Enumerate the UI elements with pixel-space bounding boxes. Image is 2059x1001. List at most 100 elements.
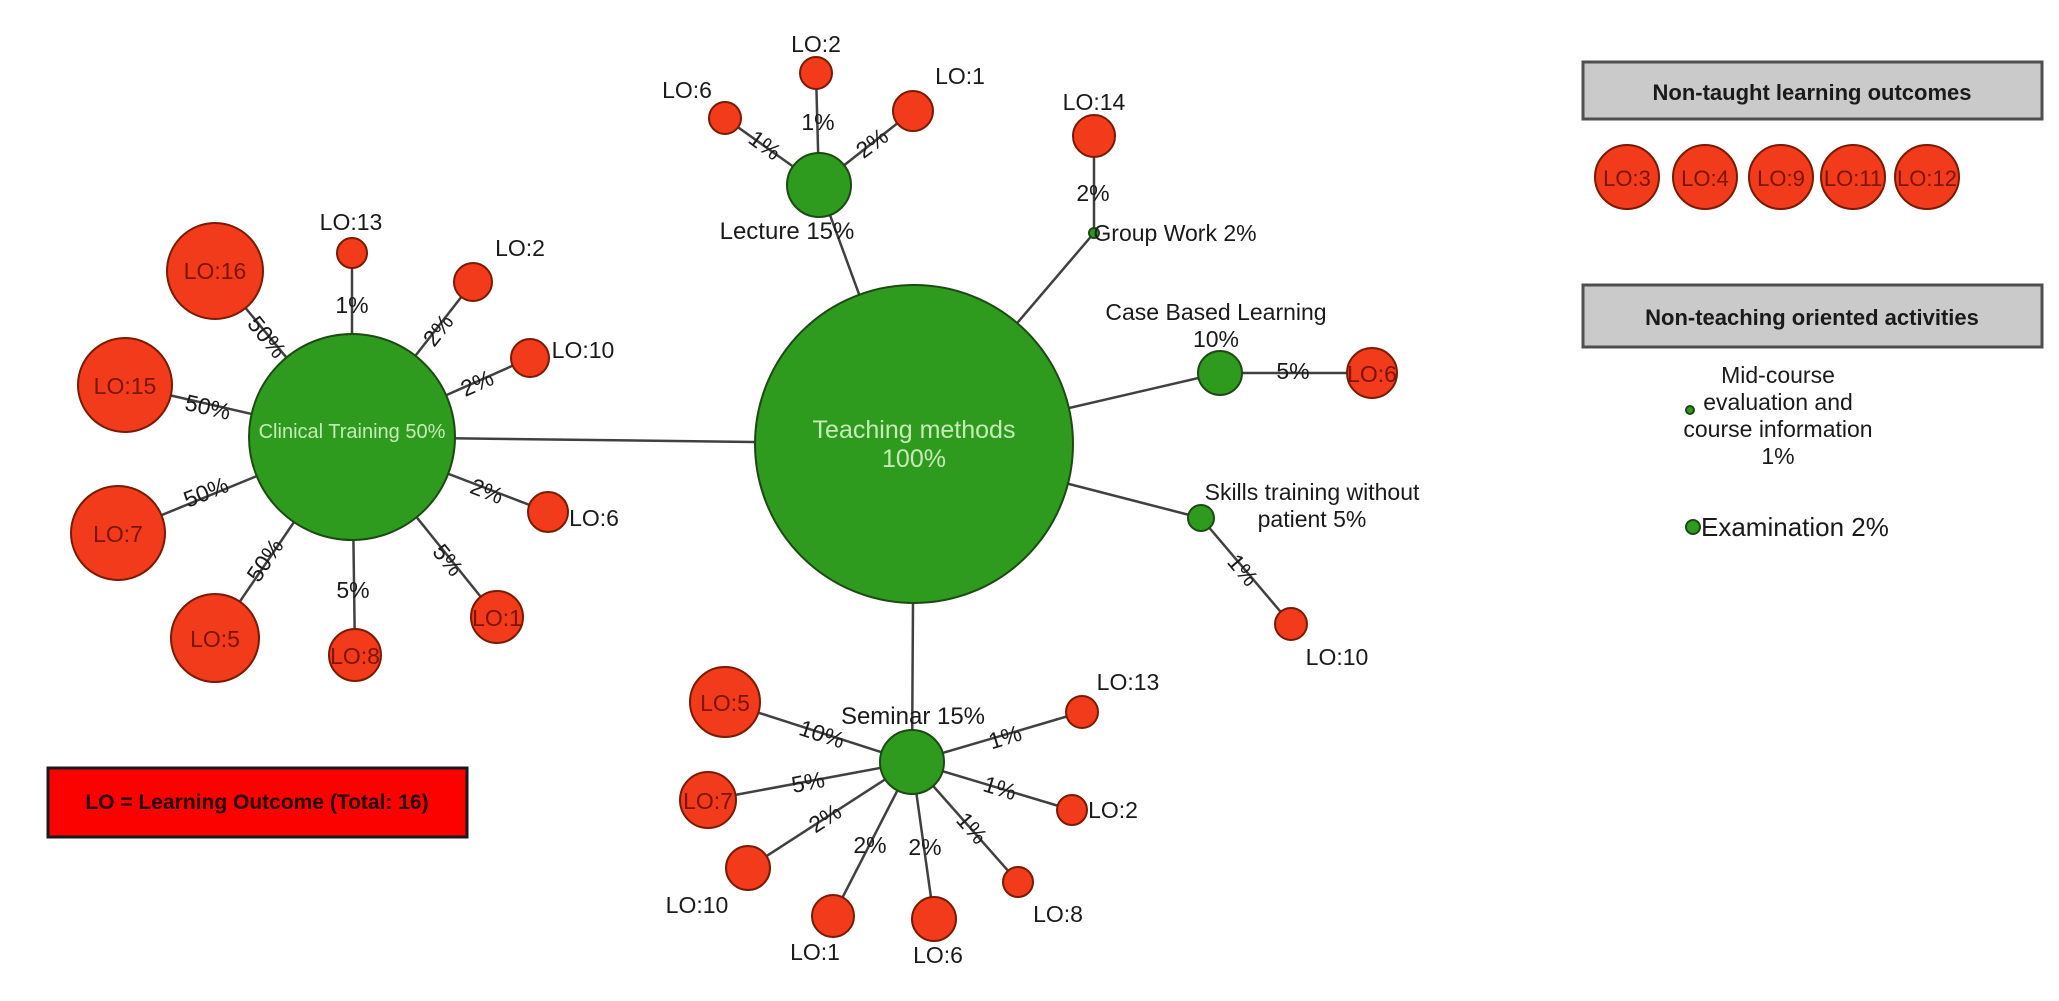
edge-skills-training-lo10-skills: [1200, 517, 1292, 625]
label-lo11-legend: LO:11: [1824, 166, 1882, 191]
label-lo15-clinical: LO:15: [94, 373, 157, 399]
node-group-work: [1088, 227, 1100, 239]
node-lo3-legend: [1594, 144, 1660, 210]
node-lo10-seminar: [725, 845, 771, 891]
label-lo10-clinical: LO:10: [552, 337, 615, 363]
label-pct-seminar-lo6: 2%: [908, 834, 941, 860]
label-pct-clinical-lo6: 2%: [467, 473, 507, 509]
label-lo2-seminar: LO:2: [1088, 797, 1138, 823]
node-lo1-clinical: [470, 590, 524, 644]
label-midcourse-item: Mid-course evaluation and course informati…: [1683, 362, 1872, 469]
label-lecture: Lecture 15%: [720, 218, 855, 245]
node-lo7-clinical: [70, 485, 166, 581]
node-lo1-seminar: [811, 894, 855, 938]
label-pct-clinical-lo13: 1%: [335, 292, 368, 318]
node-lo8-clinical: [328, 628, 382, 682]
label-legend-non-teaching-title: Non-teaching oriented activities: [1645, 305, 1979, 330]
node-teaching-methods: [754, 284, 1074, 604]
node-lo5-clinical: [170, 593, 260, 683]
label-note-text: LO = Learning Outcome (Total: 16): [85, 791, 428, 814]
node-lecture: [786, 152, 852, 218]
label-lo1-clinical: LO:1: [472, 605, 522, 631]
label-pct-cbl-lo6: 5%: [1276, 358, 1309, 384]
label-pct-groupwork-lo14: 2%: [1076, 180, 1109, 206]
label-lo1-seminar: LO:1: [790, 939, 840, 965]
node-clinical-training: [248, 333, 456, 541]
label-group-work: Group Work 2%: [1093, 220, 1256, 246]
label-lo10-skills: LO:10: [1306, 644, 1369, 670]
node-lo2-seminar: [1056, 794, 1088, 826]
box-legend-non-teaching: [1581, 283, 2044, 349]
label-pct-seminar-lo2: 1%: [980, 771, 1019, 806]
label-lo6-lecture: LO:6: [662, 77, 712, 103]
node-lo4-legend: [1672, 144, 1738, 210]
node-lo9-legend: [1748, 144, 1814, 210]
label-lo7-seminar: LO:7: [683, 788, 733, 814]
node-lo2-lecture: [799, 56, 833, 90]
node-lo14-groupwork: [1072, 114, 1116, 158]
node-lo7-seminar: [679, 771, 737, 829]
label-pct-seminar-lo1: 2%: [853, 832, 886, 858]
label-pct-lecture-lo1: 2%: [851, 123, 893, 164]
node-lo8-seminar: [1002, 866, 1034, 898]
node-lo6-seminar: [911, 896, 957, 942]
label-lo8-seminar: LO:8: [1033, 901, 1083, 927]
node-lo13-clinical: [336, 237, 368, 269]
label-lo2-clinical: LO:2: [495, 235, 545, 261]
box-note-box: [46, 766, 469, 839]
label-examination-item: Examination 2%: [1701, 512, 1889, 542]
node-lo1-lecture: [892, 90, 934, 132]
label-case-based-learning: Case Based Learning 10%: [1105, 299, 1326, 352]
node-lo13-seminar: [1065, 695, 1099, 729]
label-pct-clinical-lo7: 50%: [180, 471, 232, 512]
label-pct-seminar-lo10: 2%: [804, 798, 846, 838]
label-clinical-training: Clinical Training 50%: [259, 421, 446, 443]
label-pct-clinical-lo10: 2%: [457, 364, 498, 401]
label-lo14-groupwork: LO:14: [1063, 89, 1126, 115]
edge-seminar-lo7-seminar: [707, 760, 913, 802]
node-lo10-clinical: [510, 338, 550, 378]
box-legend-non-taught: [1581, 60, 2044, 121]
node-lo2-clinical: [453, 262, 493, 302]
label-lo1-lecture: LO:1: [935, 63, 985, 89]
node-lo6-clinical: [527, 491, 569, 533]
node-skills-training: [1187, 504, 1215, 532]
label-pct-seminar-lo13: 1%: [985, 720, 1024, 755]
node-examination-dot: [1685, 519, 1701, 535]
label-lo3-legend: LO:3: [1603, 166, 1651, 191]
label-lo13-clinical: LO:13: [320, 209, 383, 235]
node-lo11-legend: [1820, 144, 1886, 210]
label-pct-clinical-lo15: 50%: [183, 389, 234, 425]
label-lo6-seminar: LO:6: [913, 942, 963, 968]
label-lo13-seminar: LO:13: [1097, 669, 1160, 695]
label-seminar: Seminar 15%: [841, 703, 985, 730]
label-pct-clinical-lo8: 5%: [336, 577, 369, 603]
node-lo6-cbl: [1346, 347, 1398, 399]
label-lo7-clinical: LO:7: [93, 521, 143, 547]
label-lo2-lecture: LO:2: [791, 31, 841, 57]
label-teaching-methods: Teaching methods 100%: [813, 416, 1016, 473]
label-lo10-seminar: LO:10: [666, 892, 729, 918]
label-legend-non-taught-title: Non-taught learning outcomes: [1653, 80, 1972, 105]
label-lo6-cbl: LO:6: [1347, 361, 1397, 387]
node-midcourse-dot: [1685, 405, 1695, 415]
node-lo5-seminar: [689, 666, 761, 738]
label-lo5-seminar: LO:5: [700, 690, 750, 716]
label-lo6-clinical: LO:6: [569, 505, 619, 531]
label-skills-training: Skills training without patient 5%: [1205, 479, 1420, 532]
node-seminar: [879, 729, 945, 795]
node-lo12-legend: [1894, 144, 1960, 210]
node-lo10-skills: [1274, 607, 1308, 641]
label-lo8-clinical: LO:8: [330, 643, 380, 669]
label-lo16-clinical: LO:16: [184, 258, 247, 284]
label-lo5-clinical: LO:5: [190, 626, 240, 652]
label-lo12-legend: LO:12: [1897, 166, 1957, 191]
node-lo15-clinical: [77, 337, 173, 433]
label-pct-lecture-lo2: 1%: [801, 109, 834, 135]
node-case-based-learning: [1197, 350, 1243, 396]
label-pct-lecture-lo6: 1%: [744, 125, 786, 166]
node-lo16-clinical: [166, 222, 264, 320]
label-lo9-legend: LO:9: [1757, 166, 1805, 191]
